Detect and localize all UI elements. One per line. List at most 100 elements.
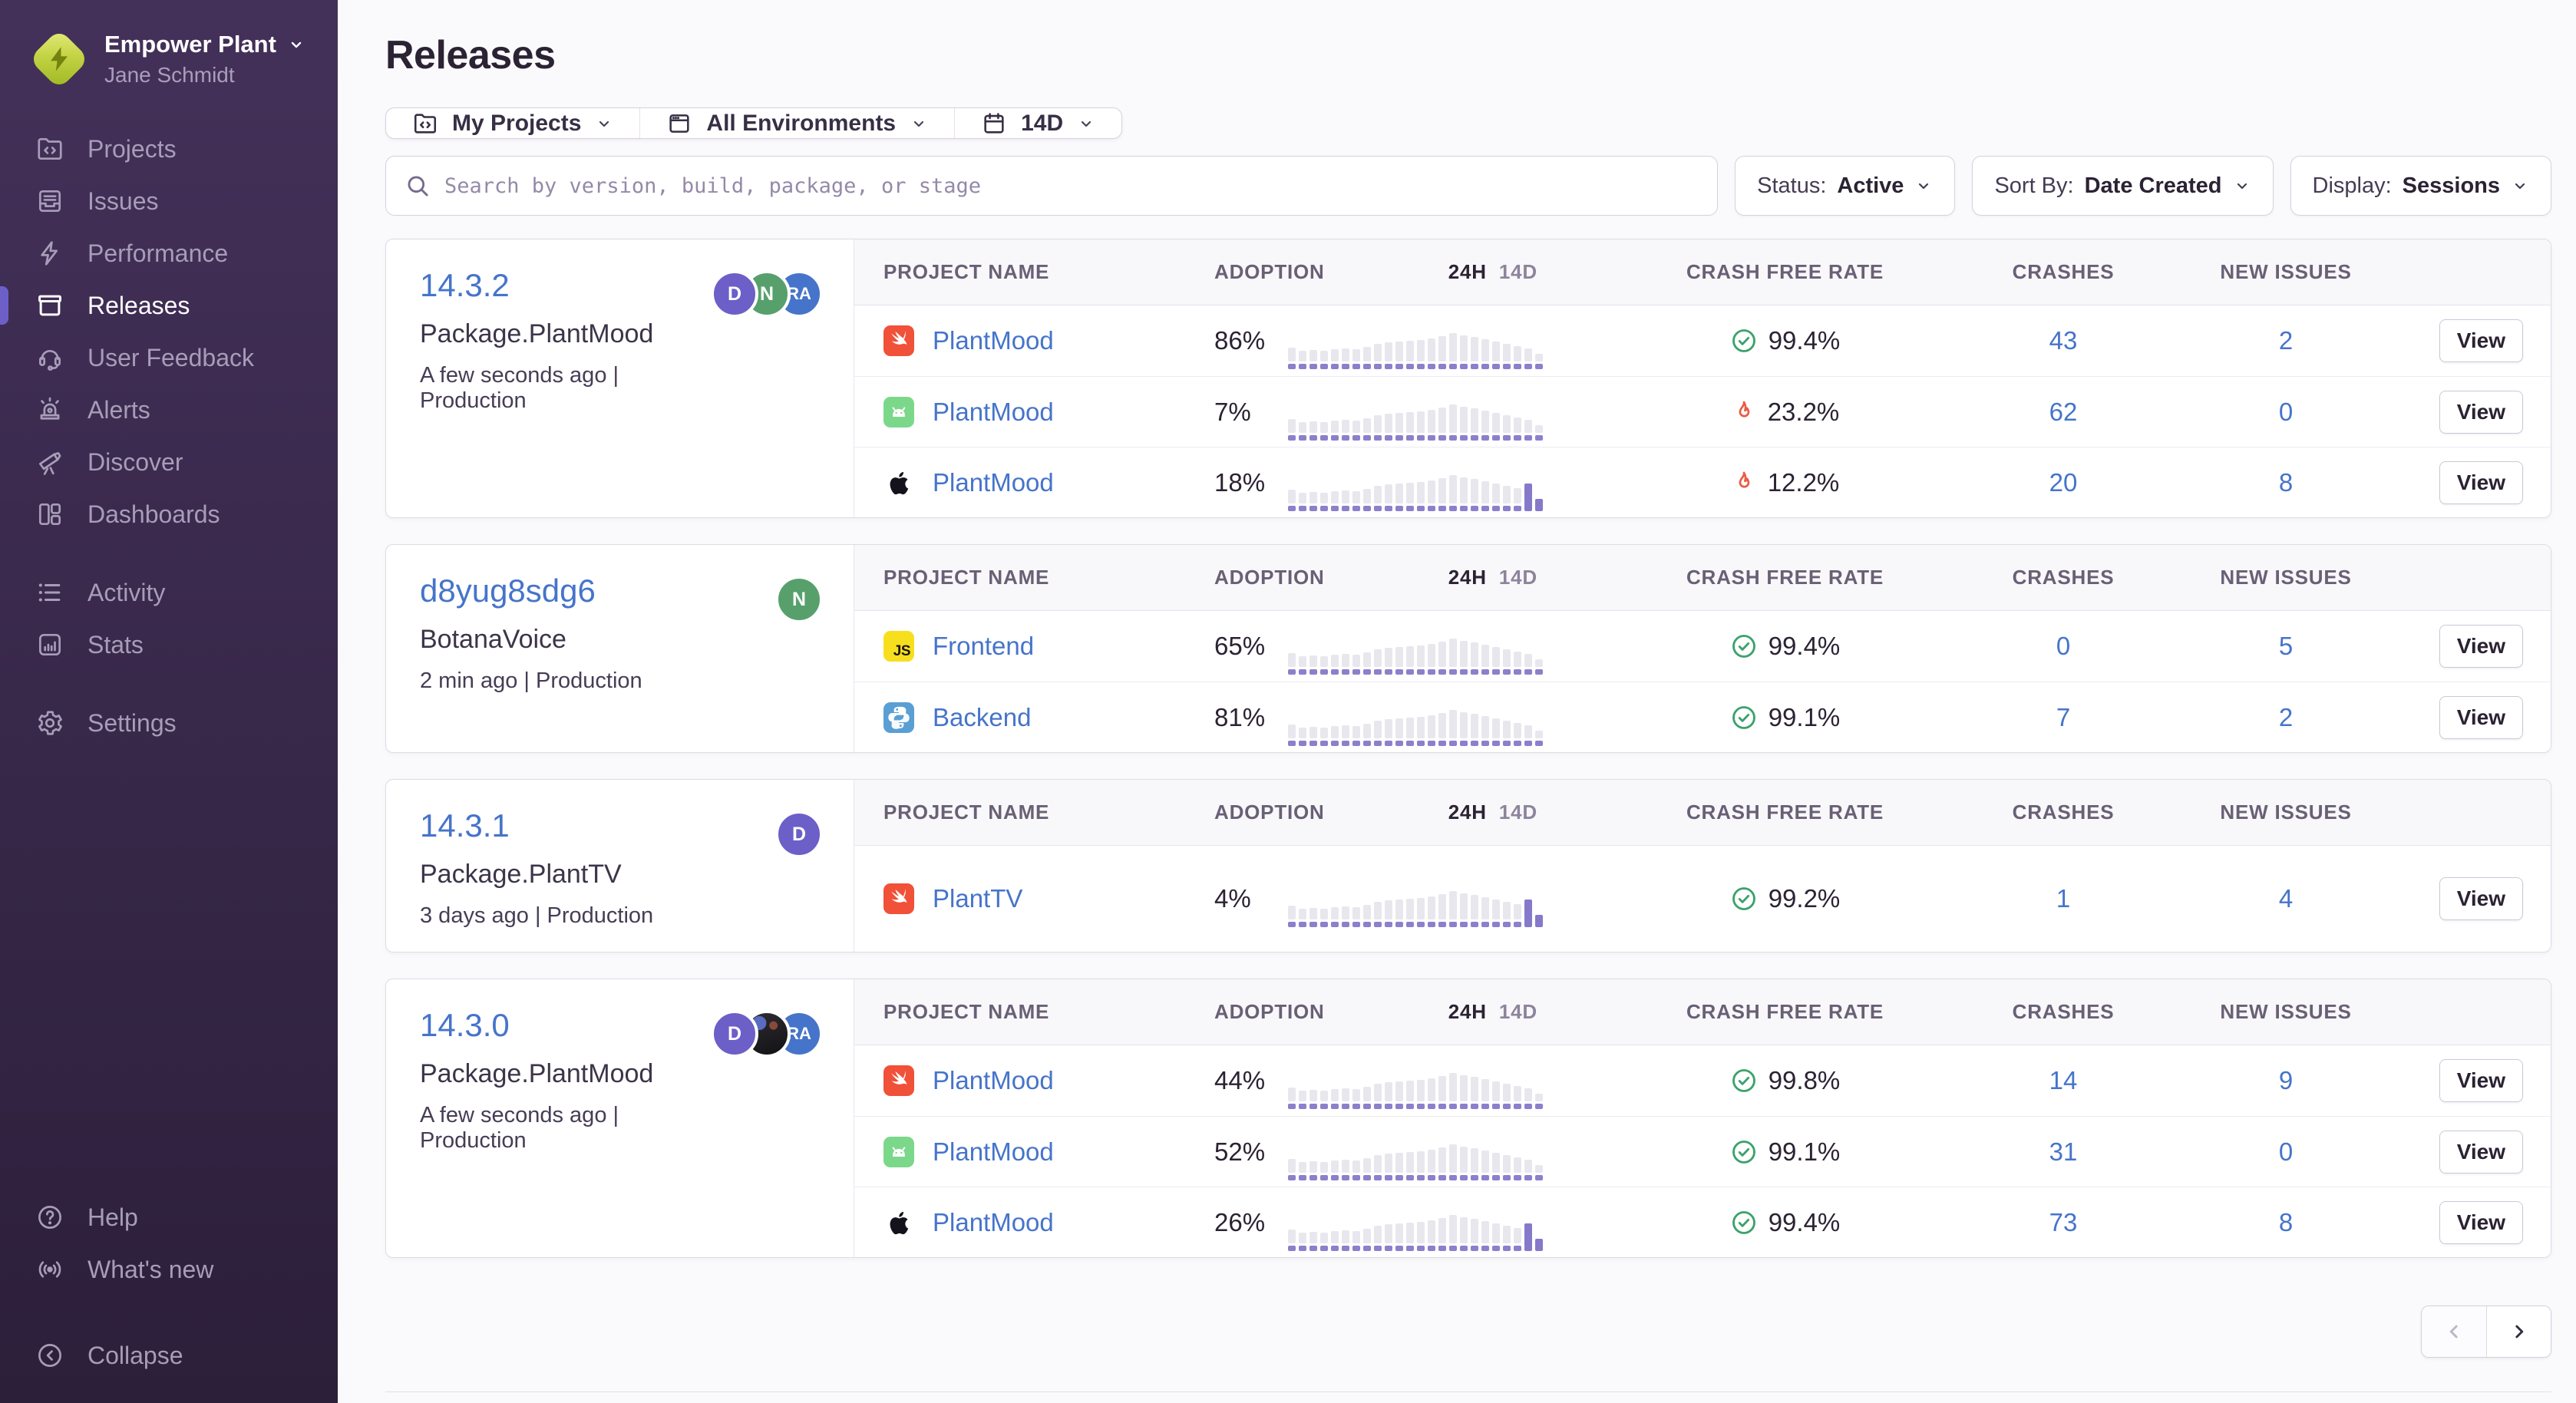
spark-bar — [1503, 1154, 1511, 1180]
release-version-link[interactable]: 14.3.1 — [420, 807, 510, 844]
new-issues-count[interactable]: 0 — [2278, 397, 2294, 426]
crashes-count[interactable]: 73 — [2049, 1207, 2078, 1236]
view-button[interactable]: View — [2439, 625, 2523, 668]
crashes-count[interactable]: 43 — [2049, 326, 2078, 355]
new-issues-count[interactable]: 8 — [2278, 467, 2294, 497]
display-dropdown[interactable]: Display: Sessions — [2290, 156, 2551, 216]
toggle-14d[interactable]: 14D — [1498, 1000, 1537, 1024]
status-dropdown[interactable]: Status: Active — [1735, 156, 1956, 216]
new-issues-count[interactable]: 5 — [2278, 632, 2294, 661]
view-button[interactable]: View — [2439, 877, 2523, 921]
crashes-count[interactable]: 31 — [2049, 1137, 2078, 1166]
project-row: PlantTV 4% 99.2% 1 4 View — [854, 846, 2551, 952]
project-link[interactable]: Frontend — [933, 632, 1035, 661]
spark-period-toggle[interactable]: 24H 14D — [1448, 801, 1537, 824]
col-crash-free-rate: CRASH FREE RATE — [1686, 801, 1884, 824]
project-link[interactable]: PlantMood — [933, 326, 1054, 355]
crashes-count[interactable]: 1 — [2056, 884, 2071, 913]
new-issues-count[interactable]: 9 — [2278, 1066, 2294, 1095]
sidebar-item-user-feedback[interactable]: User Feedback — [0, 332, 338, 384]
view-button[interactable]: View — [2439, 695, 2523, 739]
spark-period-toggle[interactable]: 24H 14D — [1448, 1000, 1537, 1024]
release-project-table: PROJECT NAME ADOPTION 24H 14D CRASH FREE… — [854, 239, 2551, 517]
project-link[interactable]: PlantMood — [933, 1066, 1054, 1095]
sidebar-item-stats[interactable]: Stats — [0, 619, 338, 671]
new-issues-count[interactable]: 2 — [2278, 702, 2294, 731]
toggle-24h[interactable]: 24H — [1448, 1000, 1487, 1024]
project-link[interactable]: Backend — [933, 702, 1032, 731]
new-issues-count[interactable]: 4 — [2278, 884, 2294, 913]
crashes-count[interactable]: 7 — [2056, 702, 2071, 731]
toggle-24h[interactable]: 24H — [1448, 260, 1487, 284]
sidebar-item-help[interactable]: Help — [0, 1191, 338, 1243]
project-link[interactable]: PlantTV — [933, 884, 1023, 913]
crashes-count[interactable]: 14 — [2049, 1066, 2078, 1095]
view-button[interactable]: View — [2439, 319, 2523, 363]
sidebar-item-discover[interactable]: Discover — [0, 436, 338, 488]
project-filter[interactable]: My Projects — [386, 108, 641, 139]
spark-bar — [1342, 654, 1349, 675]
spark-bar — [1481, 645, 1489, 675]
spark-bar — [1363, 905, 1371, 928]
org-logo — [28, 28, 90, 90]
sort-by-dropdown[interactable]: Sort By: Date Created — [1972, 156, 2274, 216]
project-link[interactable]: PlantMood — [933, 1137, 1054, 1166]
pagination-prev-button[interactable] — [2422, 1306, 2486, 1358]
project-link[interactable]: PlantMood — [933, 1207, 1054, 1236]
view-button[interactable]: View — [2439, 1200, 2523, 1244]
sidebar-item-dashboards[interactable]: Dashboards — [0, 488, 338, 540]
view-button[interactable]: View — [2439, 390, 2523, 434]
spark-bar — [1363, 1228, 1371, 1251]
crashes-count[interactable]: 20 — [2049, 467, 2078, 497]
view-button[interactable]: View — [2439, 461, 2523, 504]
new-issues-count[interactable]: 0 — [2278, 1137, 2294, 1166]
spark-bar — [1395, 412, 1403, 441]
environment-filter[interactable]: All Environments — [640, 108, 956, 139]
spark-bar — [1438, 1076, 1446, 1110]
toggle-14d[interactable]: 14D — [1498, 566, 1537, 589]
spark-bar — [1299, 1232, 1306, 1251]
crashes-count[interactable]: 0 — [2056, 632, 2071, 661]
toggle-24h[interactable]: 24H — [1448, 801, 1487, 824]
toggle-24h[interactable]: 24H — [1448, 566, 1487, 589]
sidebar-item-projects[interactable]: Projects — [0, 123, 338, 175]
release-version-link[interactable]: 14.3.0 — [420, 1007, 510, 1044]
col-adoption: ADOPTION — [1214, 260, 1325, 284]
sidebar-item-whats-new[interactable]: What's new — [0, 1243, 338, 1296]
spark-bar — [1492, 1081, 1500, 1110]
sidebar-item-releases[interactable]: Releases — [0, 279, 338, 332]
search-bar[interactable] — [385, 156, 1719, 216]
sidebar-item-performance[interactable]: Performance — [0, 227, 338, 279]
spark-bar — [1363, 347, 1371, 370]
sidebar-item-issues[interactable]: Issues — [0, 175, 338, 227]
sidebar-collapse-button[interactable]: Collapse — [0, 1329, 338, 1382]
release-version-link[interactable]: d8yug8sdg6 — [420, 573, 596, 609]
gear-icon — [38, 711, 62, 735]
spark-bar — [1417, 340, 1425, 370]
spark-bar — [1299, 727, 1306, 746]
crashes-count[interactable]: 62 — [2049, 397, 2078, 426]
view-button[interactable]: View — [2439, 1130, 2523, 1174]
search-input[interactable] — [444, 173, 1699, 198]
sidebar-item-alerts[interactable]: Alerts — [0, 384, 338, 436]
pagination-next-button[interactable] — [2486, 1306, 2551, 1358]
toggle-14d[interactable]: 14D — [1498, 801, 1537, 824]
spark-period-toggle[interactable]: 24H 14D — [1448, 260, 1537, 284]
spark-period-toggle[interactable]: 24H 14D — [1448, 566, 1537, 589]
spark-bar — [1492, 1223, 1500, 1251]
release-version-link[interactable]: 14.3.2 — [420, 267, 510, 304]
sidebar-item-activity[interactable]: Activity — [0, 566, 338, 619]
spark-bar — [1438, 712, 1446, 746]
view-button[interactable]: View — [2439, 1059, 2523, 1103]
toggle-14d[interactable]: 14D — [1498, 260, 1537, 284]
date-range-filter[interactable]: 14D — [955, 108, 1121, 138]
dashboards-icon — [38, 503, 61, 526]
org-switcher[interactable]: Empower Plant Jane Schmidt — [0, 28, 338, 90]
project-link[interactable]: PlantMood — [933, 397, 1054, 426]
collapse-icon — [38, 1344, 61, 1367]
new-issues-count[interactable]: 8 — [2278, 1207, 2294, 1236]
new-issues-count[interactable]: 2 — [2278, 326, 2294, 355]
project-link[interactable]: PlantMood — [933, 467, 1054, 497]
spark-bar — [1535, 354, 1543, 370]
sidebar-item-settings[interactable]: Settings — [0, 697, 338, 749]
